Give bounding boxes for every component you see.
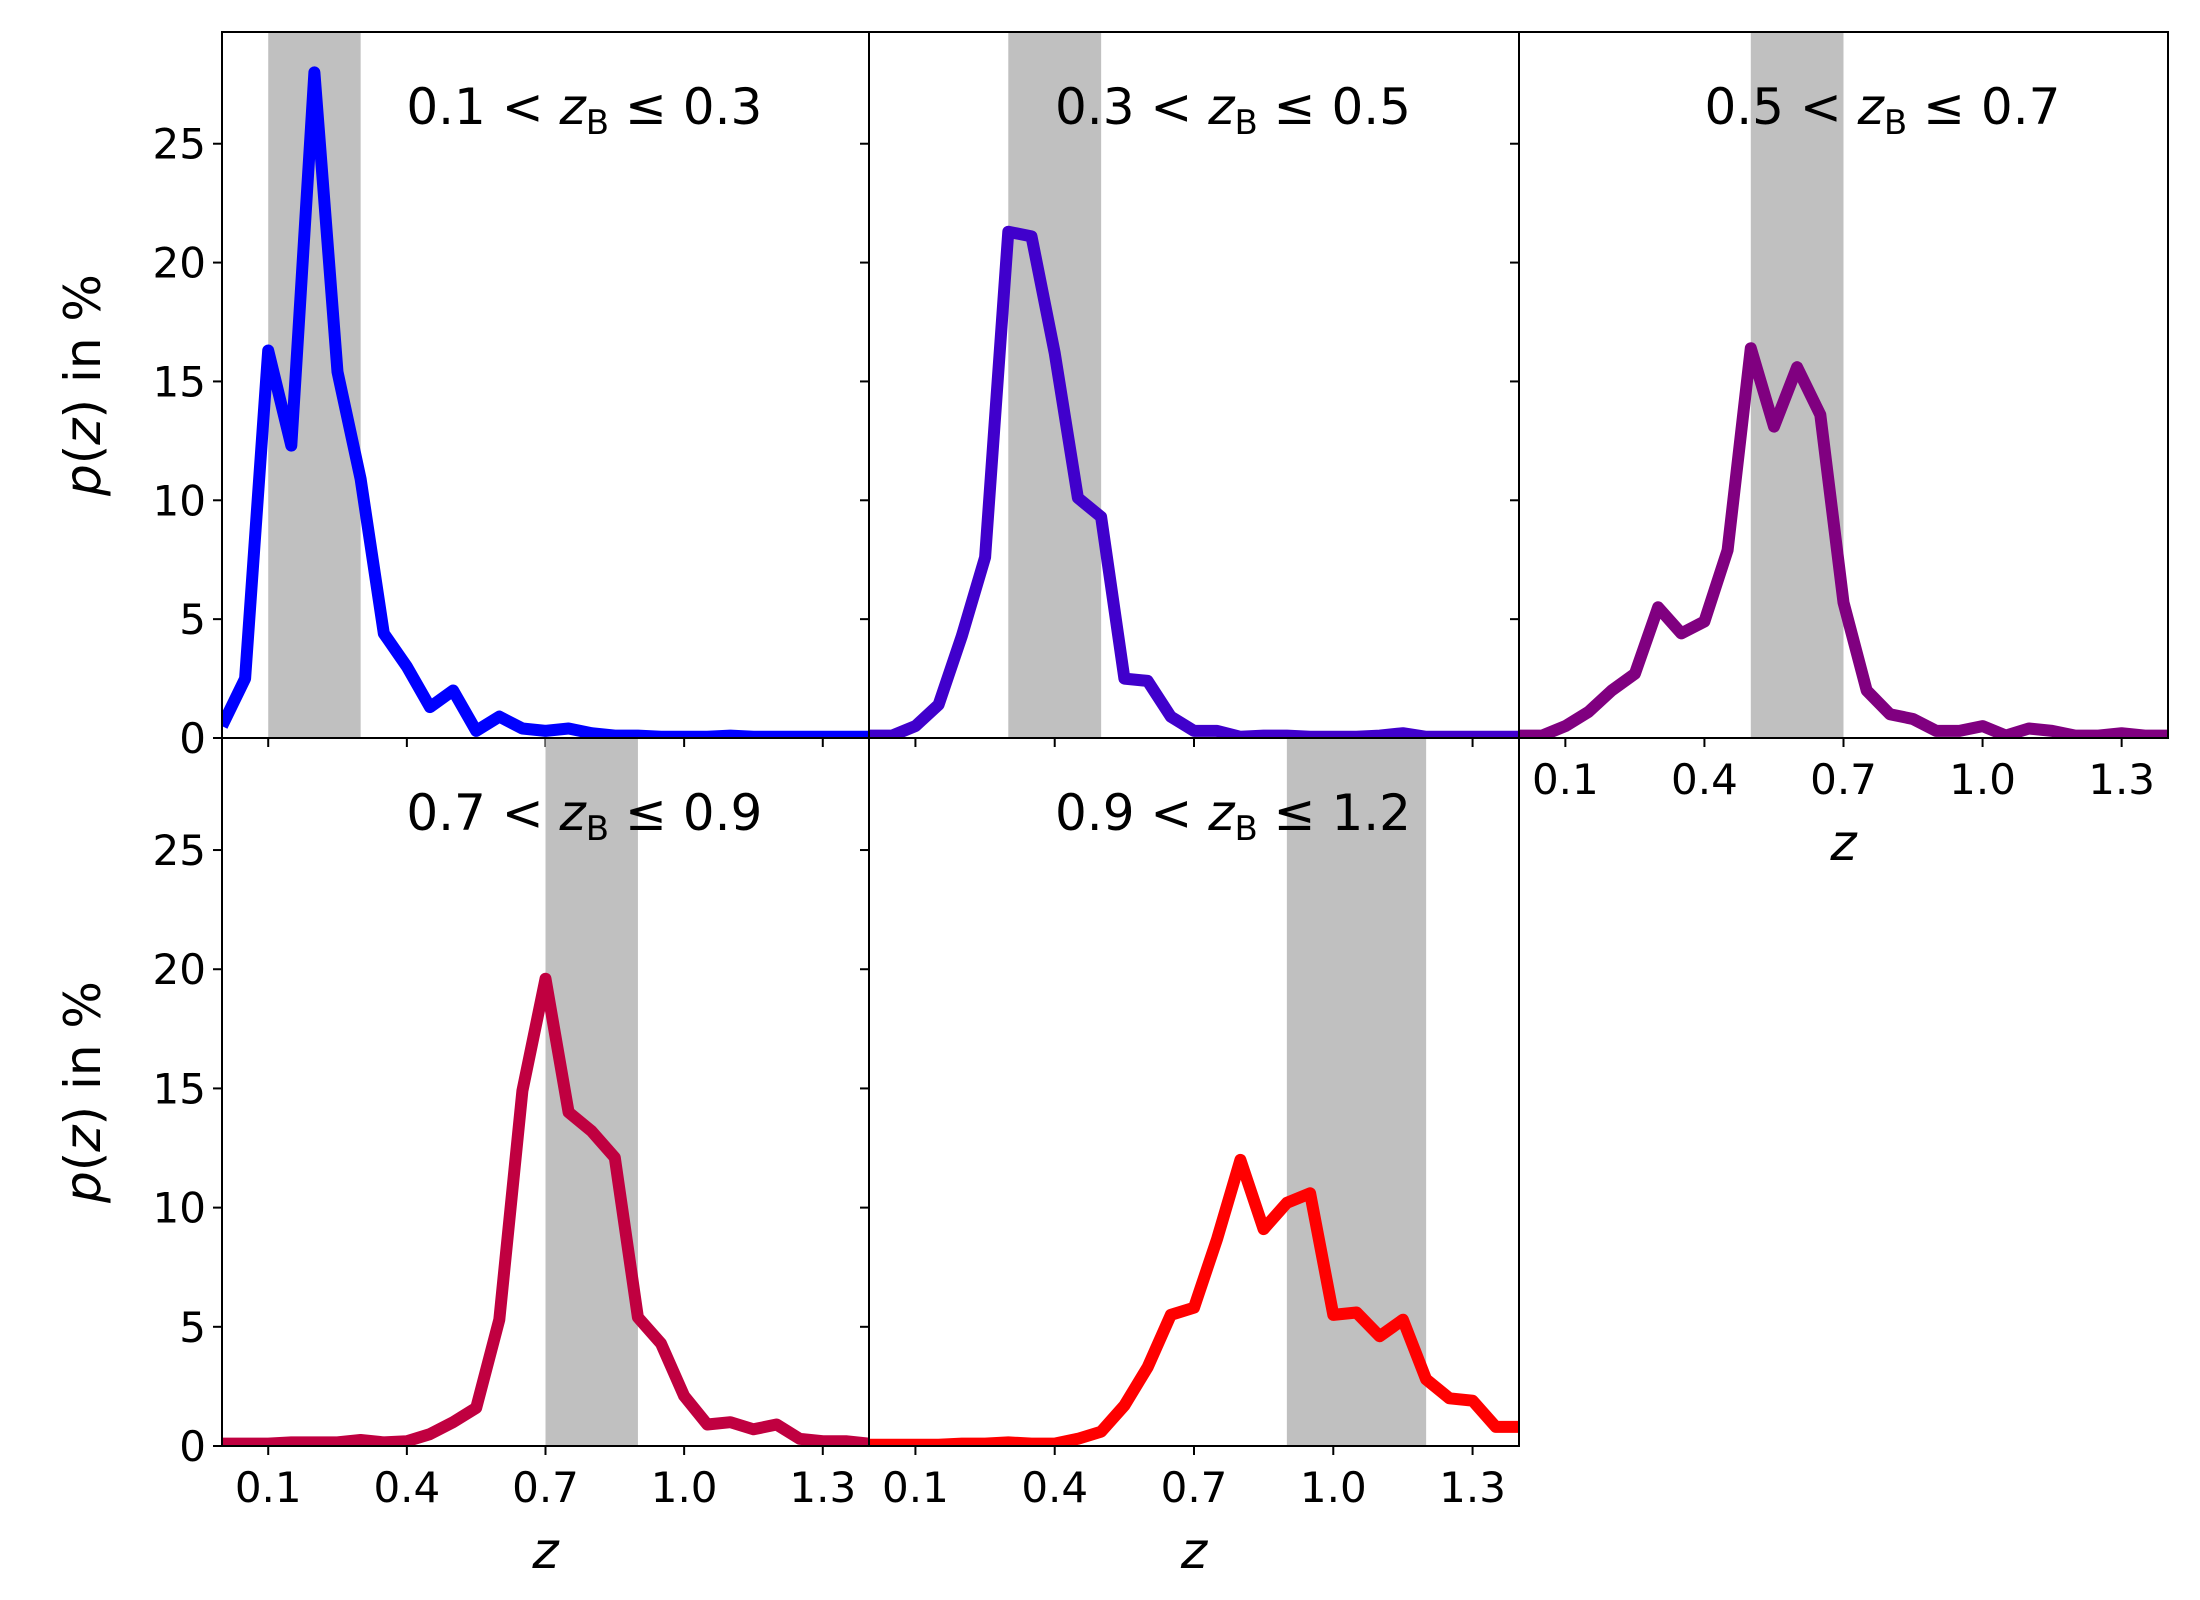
pz-line (222, 66, 869, 738)
x-tick-label: 0.4 (373, 1463, 440, 1512)
title-var: z (559, 784, 588, 842)
x-tick-label: 0.7 (1161, 1463, 1228, 1512)
x-tick-label: 0.4 (1021, 1463, 1088, 1512)
title-sub: B (1234, 809, 1257, 849)
x-axis-label: z (1180, 1522, 1209, 1580)
title-lower: 0.9 < (1055, 784, 1208, 842)
x-tick-label: 1.0 (651, 1463, 718, 1512)
title-upper: ≤ 0.5 (1258, 78, 1411, 136)
title-upper: ≤ 0.9 (609, 784, 762, 842)
panel-title: 0.1 < zB ≤ 0.3 (406, 78, 762, 143)
title-var: z (559, 78, 588, 136)
x-tick-label: 1.3 (789, 1463, 856, 1512)
panel-p1: 0 5 10 15 20 25 0.1 < zB ≤ 0.3 p(z) in % (54, 31, 870, 763)
panel-p2: 0.3 < zB ≤ 0.5 (860, 31, 1520, 747)
title-upper: ≤ 1.2 (1258, 784, 1411, 842)
panel-title: 0.7 < zB ≤ 0.9 (406, 784, 762, 849)
x-axis-label: z (531, 1522, 560, 1580)
y-tick-label: 15 (153, 357, 206, 406)
x-tick-label: 0.4 (1671, 755, 1738, 804)
y-tick-label: 0 (179, 1422, 206, 1471)
x-tick-label: 1.0 (1300, 1463, 1367, 1512)
panel-title: 0.3 < zB ≤ 0.5 (1055, 78, 1411, 143)
y-tick-label: 20 (153, 945, 206, 994)
x-tick-label: 1.3 (1439, 1463, 1506, 1512)
y-tick-label: 20 (153, 239, 206, 288)
title-sub: B (586, 103, 609, 143)
y-tick-label: 15 (153, 1064, 206, 1113)
title-lower: 0.3 < (1055, 78, 1208, 136)
title-var: z (1857, 78, 1886, 136)
panel-p3: 0.1 0.4 0.7 1.0 1.30.5 < zB ≤ 0.7z (1510, 31, 2169, 872)
y-tick-label: 10 (153, 476, 206, 525)
y-tick-label: 5 (179, 595, 206, 644)
pz-line (869, 225, 1519, 738)
title-sub: B (1884, 103, 1907, 143)
pz-line (1519, 342, 2168, 738)
title-lower: 0.1 < (406, 78, 559, 136)
x-tick-label: 1.0 (1949, 755, 2016, 804)
y-axis-label: p(z) in % (54, 274, 112, 497)
title-var: z (1207, 784, 1236, 842)
x-tick-label: 0.7 (512, 1463, 579, 1512)
y-tick-label: 10 (153, 1184, 206, 1233)
title-lower: 0.5 < (1704, 78, 1857, 136)
y-axis-label: p(z) in % (54, 981, 112, 1204)
title-sub: B (586, 809, 609, 849)
y-tick-label: 0 (179, 714, 206, 763)
panel-title: 0.5 < zB ≤ 0.7 (1704, 78, 2060, 143)
pz-line (222, 972, 869, 1446)
x-axis-label: z (1829, 814, 1858, 872)
title-var: z (1207, 78, 1236, 136)
panel-title: 0.9 < zB ≤ 1.2 (1055, 784, 1411, 849)
title-lower: 0.7 < (406, 784, 559, 842)
x-tick-label: 1.3 (2088, 755, 2155, 804)
title-sub: B (1234, 103, 1257, 143)
pz-line (869, 1153, 1519, 1446)
x-tick-label: 0.1 (235, 1463, 302, 1512)
y-tick-label: 25 (153, 120, 206, 169)
panel-p5: 0.1 0.4 0.7 1.0 1.30.9 < zB ≤ 1.2z (860, 737, 1520, 1580)
title-upper: ≤ 0.7 (1907, 78, 2060, 136)
title-upper: ≤ 0.3 (609, 78, 762, 136)
y-tick-label: 25 (153, 826, 206, 875)
y-tick-label: 5 (179, 1303, 206, 1352)
x-tick-label: 0.1 (1532, 755, 1599, 804)
x-tick-label: 0.7 (1810, 755, 1877, 804)
x-tick-label: 0.1 (882, 1463, 949, 1512)
